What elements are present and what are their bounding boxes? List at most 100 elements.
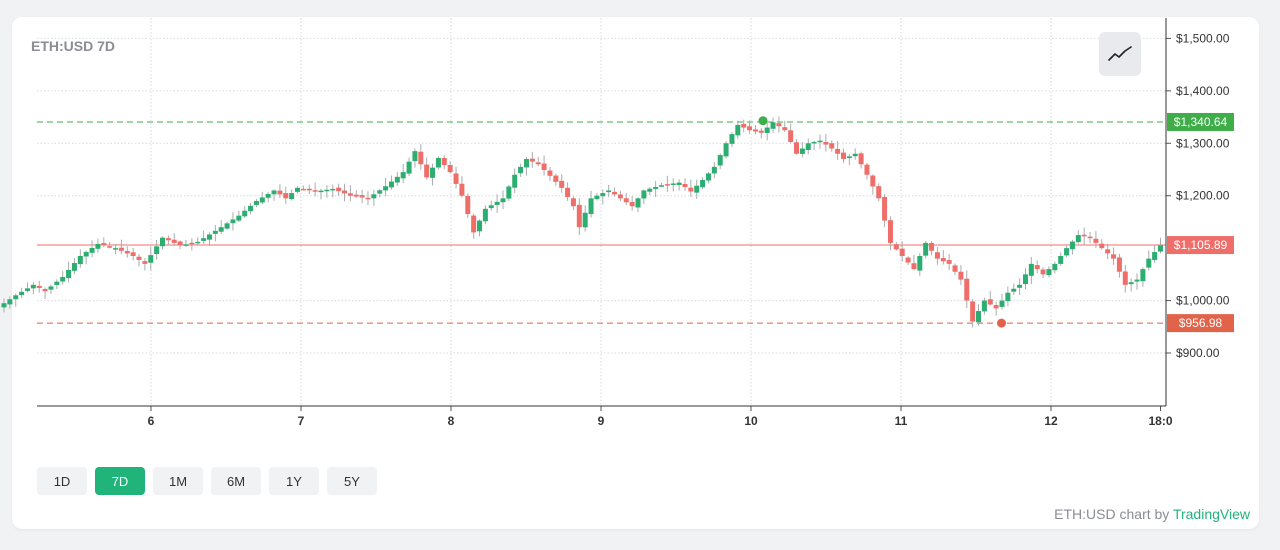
range-button-6m[interactable]: 6M (211, 467, 261, 495)
candle-body (394, 176, 400, 183)
candle-body (271, 190, 277, 195)
candle-body (218, 227, 224, 232)
candle-body (799, 148, 805, 154)
candle-body (576, 204, 582, 228)
candle-body (952, 265, 958, 272)
candle-body (418, 151, 424, 165)
candle-body (154, 246, 160, 254)
candle-body (488, 205, 494, 209)
candle-body (66, 269, 72, 279)
candle-body (899, 248, 905, 257)
price-tag (1167, 314, 1234, 333)
extreme-markers (758, 116, 1006, 328)
candle-body (365, 197, 371, 200)
candle-body (653, 186, 659, 189)
candle-body (388, 181, 394, 188)
candle-body (54, 281, 60, 285)
candle-body (13, 295, 19, 300)
candle-body (729, 134, 735, 144)
candle-body (682, 183, 688, 188)
candle-body (312, 190, 318, 192)
candle-body (300, 188, 306, 191)
candle-body (183, 244, 189, 246)
candle-body (547, 170, 553, 176)
candle-body (764, 127, 770, 134)
candle-body (929, 242, 935, 251)
candle-body (758, 130, 764, 133)
candle-body (177, 241, 183, 246)
candle-body (1022, 274, 1028, 285)
range-button-1m[interactable]: 1M (153, 467, 203, 495)
candle-body (823, 141, 829, 145)
range-button-1d[interactable]: 1D (37, 467, 87, 495)
candle-body (1005, 292, 1011, 302)
candle-body (142, 261, 148, 264)
candle-body (195, 241, 201, 244)
candle-body (606, 190, 612, 193)
candle-body (864, 164, 870, 175)
candle-body (659, 185, 665, 187)
candle-body (570, 198, 576, 207)
range-button-1y[interactable]: 1Y (269, 467, 319, 495)
candle-body (1134, 279, 1140, 282)
candle-body (330, 188, 336, 191)
candle-body (694, 185, 700, 193)
candle-body (1052, 263, 1058, 271)
candle-body (1075, 235, 1081, 243)
candle-body (189, 242, 195, 245)
candle-body (735, 124, 741, 136)
candle-body (265, 193, 271, 198)
candle-body (887, 220, 893, 243)
candle-body (113, 248, 119, 250)
candle-body (459, 183, 465, 196)
candle-body (248, 205, 254, 212)
reference-lines: $1,340.64 $1,105.89 $956.98 (37, 112, 1234, 333)
candle-body (752, 129, 758, 132)
range-button-7d[interactable]: 7D (95, 467, 145, 495)
candle-body (206, 234, 212, 240)
x-tick-label: 6 (148, 414, 155, 428)
candle-body (160, 237, 166, 247)
candle-body (289, 193, 295, 200)
candle-body (1140, 269, 1146, 282)
candle-body (201, 238, 207, 241)
candle-body (1146, 258, 1152, 268)
candle-body (559, 180, 565, 188)
candle-body (664, 184, 670, 186)
candle-body (1028, 263, 1034, 276)
candle-body (776, 123, 782, 127)
y-tick-label: $1,300.00 (1176, 136, 1230, 150)
x-tick-label: 9 (598, 414, 605, 428)
candle-body (976, 311, 982, 323)
axes: $1,500.00 $1,400.00 $1,300.00 $1,200.00 $1,0… (37, 18, 1230, 428)
chart-type-button[interactable] (1099, 32, 1141, 76)
candle-body (465, 196, 471, 215)
candle-body (242, 210, 248, 217)
candle-body (435, 157, 441, 168)
candle-body (19, 291, 25, 296)
candle-body (441, 158, 447, 166)
candle-body (148, 255, 154, 263)
range-button-5y[interactable]: 5Y (327, 467, 377, 495)
candle-body (212, 230, 218, 234)
tradingview-link[interactable]: TradingView (1172, 506, 1250, 522)
candle-body (870, 175, 876, 187)
candle-body (594, 195, 600, 200)
candle-body (840, 152, 846, 160)
candle-body (42, 289, 48, 292)
candle-body (946, 260, 952, 264)
candle-body (1111, 254, 1117, 259)
candle-body (1128, 282, 1134, 285)
candle-body (788, 130, 794, 142)
candle-body (295, 187, 301, 192)
candle-body (905, 257, 911, 263)
candle-body (523, 159, 529, 168)
candle-body (923, 242, 929, 256)
candle-body (236, 215, 242, 221)
candle-body (83, 251, 89, 257)
candle-body (565, 187, 571, 198)
candle-body (1046, 269, 1052, 276)
candle-body (1, 303, 7, 308)
candle-body (36, 285, 42, 288)
